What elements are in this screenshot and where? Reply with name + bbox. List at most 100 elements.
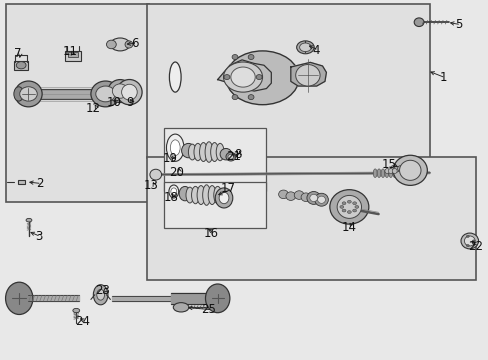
Ellipse shape <box>223 62 262 92</box>
Ellipse shape <box>413 18 423 27</box>
Text: 16: 16 <box>203 226 218 239</box>
Text: 8: 8 <box>233 148 241 161</box>
Bar <box>163 128 266 191</box>
Text: 10: 10 <box>107 96 122 109</box>
Ellipse shape <box>256 75 262 80</box>
Bar <box>14 60 28 70</box>
Text: 3: 3 <box>35 230 42 243</box>
Bar <box>147 4 429 158</box>
Ellipse shape <box>389 166 395 171</box>
Ellipse shape <box>230 67 255 87</box>
Ellipse shape <box>16 62 26 69</box>
Ellipse shape <box>342 202 346 205</box>
Text: 7: 7 <box>14 47 22 60</box>
Text: 6: 6 <box>131 36 139 50</box>
Ellipse shape <box>354 206 358 208</box>
Ellipse shape <box>317 196 325 203</box>
Ellipse shape <box>26 219 32 222</box>
Ellipse shape <box>387 168 392 174</box>
Ellipse shape <box>117 80 142 105</box>
Ellipse shape <box>393 166 399 172</box>
Ellipse shape <box>96 86 115 102</box>
Ellipse shape <box>112 84 128 98</box>
Text: 25: 25 <box>201 303 216 316</box>
Ellipse shape <box>208 186 216 204</box>
Ellipse shape <box>97 289 104 300</box>
Ellipse shape <box>466 244 468 247</box>
Ellipse shape <box>232 95 238 100</box>
Bar <box>5 4 149 202</box>
Ellipse shape <box>309 194 317 202</box>
Ellipse shape <box>199 143 207 162</box>
Ellipse shape <box>466 235 468 238</box>
Ellipse shape <box>301 193 310 202</box>
Text: 15: 15 <box>381 158 396 171</box>
Ellipse shape <box>278 190 288 199</box>
Ellipse shape <box>220 148 231 160</box>
Bar <box>18 180 24 184</box>
Ellipse shape <box>202 185 210 205</box>
Text: 18: 18 <box>163 191 178 204</box>
Ellipse shape <box>150 169 161 180</box>
Ellipse shape <box>225 152 235 161</box>
Text: 1: 1 <box>439 71 446 84</box>
Ellipse shape <box>14 87 23 101</box>
Ellipse shape <box>306 192 320 204</box>
Text: 24: 24 <box>75 315 90 328</box>
Ellipse shape <box>352 202 356 205</box>
Text: 19: 19 <box>162 152 177 165</box>
Ellipse shape <box>168 185 178 198</box>
Ellipse shape <box>170 140 180 156</box>
Text: 21: 21 <box>225 150 241 163</box>
Ellipse shape <box>397 166 403 171</box>
Ellipse shape <box>225 51 299 105</box>
Ellipse shape <box>339 206 343 208</box>
Text: 22: 22 <box>467 240 482 253</box>
Text: 2: 2 <box>36 177 43 190</box>
Ellipse shape <box>205 284 229 313</box>
Ellipse shape <box>227 154 233 159</box>
Ellipse shape <box>191 186 199 204</box>
Ellipse shape <box>391 168 396 174</box>
Bar <box>65 51 81 61</box>
Ellipse shape <box>376 169 380 177</box>
Ellipse shape <box>15 81 42 107</box>
Ellipse shape <box>125 41 133 48</box>
Ellipse shape <box>342 209 346 212</box>
Text: 23: 23 <box>95 284 109 297</box>
Ellipse shape <box>407 169 411 177</box>
Ellipse shape <box>216 143 224 161</box>
Ellipse shape <box>346 200 350 203</box>
Bar <box>147 157 475 280</box>
Ellipse shape <box>399 160 420 180</box>
Ellipse shape <box>285 192 295 201</box>
Ellipse shape <box>215 188 232 208</box>
Ellipse shape <box>384 168 389 174</box>
Ellipse shape <box>197 186 204 204</box>
Ellipse shape <box>299 43 311 51</box>
Ellipse shape <box>93 285 108 305</box>
Ellipse shape <box>384 169 388 177</box>
Ellipse shape <box>219 192 228 204</box>
Text: 20: 20 <box>168 166 183 179</box>
Ellipse shape <box>294 191 304 199</box>
Ellipse shape <box>372 169 376 177</box>
Ellipse shape <box>388 169 392 177</box>
Ellipse shape <box>210 143 218 162</box>
Ellipse shape <box>247 54 253 59</box>
Ellipse shape <box>5 282 33 315</box>
Ellipse shape <box>185 187 193 203</box>
Ellipse shape <box>247 95 253 100</box>
Ellipse shape <box>204 142 212 162</box>
Ellipse shape <box>460 233 478 249</box>
Ellipse shape <box>106 40 116 49</box>
Ellipse shape <box>213 186 221 204</box>
Ellipse shape <box>173 303 188 312</box>
Ellipse shape <box>224 75 229 80</box>
Polygon shape <box>290 62 326 86</box>
Ellipse shape <box>464 236 474 246</box>
Ellipse shape <box>188 144 196 160</box>
Polygon shape <box>217 60 271 91</box>
Ellipse shape <box>295 64 320 86</box>
Text: 12: 12 <box>86 102 101 115</box>
